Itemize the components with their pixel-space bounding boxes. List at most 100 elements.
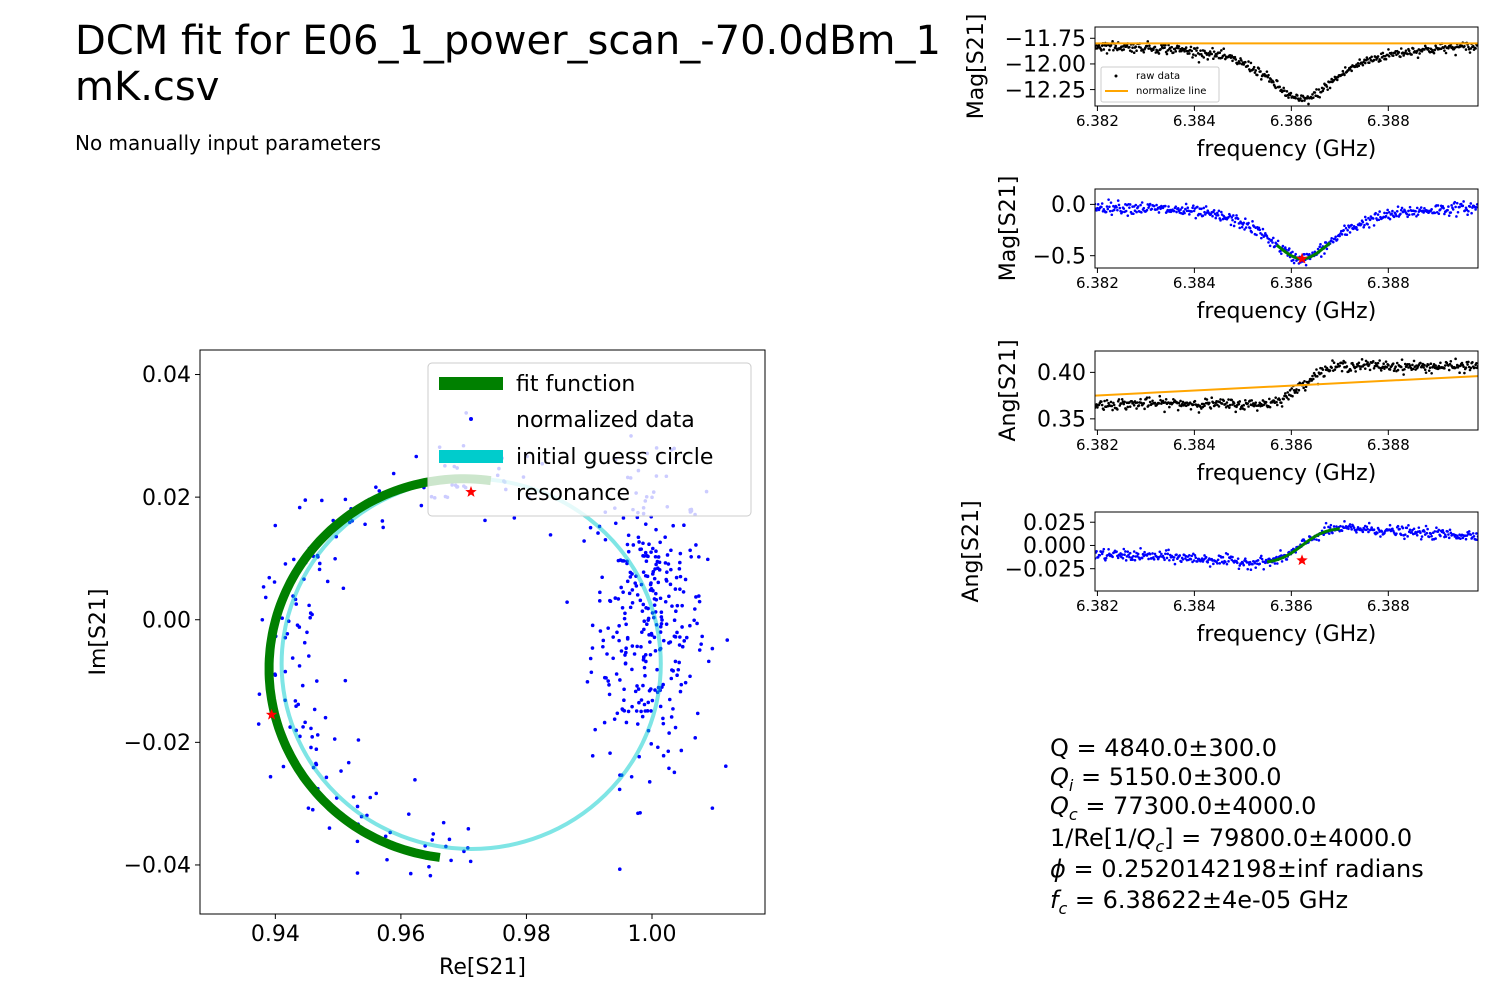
normalized-data-point	[1143, 550, 1146, 554]
raw-data-point	[1295, 388, 1298, 391]
normalized-data-point	[1325, 247, 1329, 251]
normalized-data-point	[644, 659, 648, 664]
raw-data-point	[1297, 388, 1301, 392]
normalized-data-point	[512, 516, 517, 520]
normalized-data-point	[1199, 212, 1202, 216]
x-tick-label: 6.388	[1367, 436, 1410, 454]
normalized-data-point	[658, 704, 663, 709]
normalized-data-point	[346, 760, 351, 765]
raw-data-point	[1458, 371, 1461, 374]
raw-data-point	[1278, 398, 1282, 402]
raw-data-point	[1372, 58, 1376, 62]
normalized-data-point	[327, 826, 332, 830]
raw-data-point	[1159, 47, 1162, 51]
normalized-data-point	[672, 618, 677, 623]
normalized-data-point	[1468, 205, 1472, 208]
raw-data-point	[1254, 401, 1258, 404]
raw-data-point	[1202, 56, 1206, 59]
normalized-data-point	[646, 618, 650, 622]
raw-data-point	[1148, 400, 1152, 404]
normalized-data-point	[654, 591, 658, 596]
normalized-data-point	[1391, 209, 1394, 213]
raw-data-point	[1197, 61, 1201, 64]
normalized-data-point	[290, 656, 295, 660]
normalized-data-point	[622, 687, 626, 692]
raw-data-point	[1349, 65, 1353, 69]
normalized-data-point	[667, 731, 671, 735]
normalized-data-point	[1133, 558, 1137, 562]
normalized-data-point	[324, 775, 329, 780]
raw-data-point	[1103, 399, 1106, 403]
raw-data-point	[1222, 47, 1226, 50]
normalized-data-point	[655, 667, 659, 672]
raw-data-point	[1276, 403, 1279, 407]
y-axis-label: Ang[S21]	[959, 500, 984, 602]
normalized-data-point	[625, 579, 630, 584]
normalized-data-point	[1377, 528, 1381, 531]
normalized-data-point	[1319, 242, 1322, 246]
normalized-data-point	[1276, 562, 1279, 565]
raw-data-point	[1303, 389, 1307, 392]
raw-data-point	[1223, 53, 1226, 57]
normalized-data-point	[1192, 209, 1196, 213]
normalized-data-point	[1132, 550, 1136, 553]
normalized-data-point	[1127, 553, 1130, 557]
normalized-data-point	[1294, 252, 1297, 256]
raw-data-point	[1302, 386, 1305, 390]
normalized-data-point	[1340, 529, 1344, 533]
raw-data-point	[1151, 399, 1154, 403]
normalized-data-point	[659, 621, 664, 626]
raw-data-point	[1181, 400, 1185, 404]
normalized-data-point	[1152, 556, 1155, 559]
normalized-data-point	[1235, 214, 1238, 217]
normalized-data-point	[1307, 252, 1311, 256]
normalized-data-point	[1128, 203, 1132, 206]
raw-data-point	[1397, 50, 1401, 54]
raw-data-point	[1211, 46, 1214, 50]
normalized-data-point	[663, 599, 668, 604]
normalized-data-point	[1366, 527, 1369, 531]
raw-data-point	[1208, 54, 1211, 57]
normalized-data-point	[1242, 563, 1246, 567]
raw-data-point	[1192, 53, 1195, 56]
normalized-data-point	[332, 737, 337, 741]
raw-data-point	[1387, 48, 1390, 51]
raw-data-point	[1396, 368, 1400, 372]
normalized-data-point	[1136, 552, 1140, 556]
raw-data-point	[1105, 52, 1109, 55]
normalized-data-point	[1107, 547, 1110, 551]
raw-data-point	[1464, 366, 1468, 369]
normalized-data-point	[1414, 210, 1417, 213]
normalized-data-point	[1423, 530, 1426, 533]
raw-data-point	[1218, 51, 1222, 55]
raw-data-point	[1307, 380, 1311, 383]
y-tick-label: 0.02	[142, 486, 191, 511]
norm_mag-plot-area	[1095, 198, 1478, 267]
normalized-data-point	[1335, 238, 1339, 241]
raw-data-point	[1390, 51, 1393, 55]
normalized-data-point	[1117, 203, 1121, 207]
normalized-data-point	[1329, 523, 1333, 527]
normalized-data-point	[466, 827, 471, 831]
normalized-data-point	[1415, 214, 1418, 218]
normalized-data-point	[1291, 250, 1294, 254]
raw-data-point	[1303, 379, 1306, 383]
normalized-data-point	[1470, 211, 1473, 215]
normalized-data-point	[725, 638, 730, 642]
raw-data-point	[1124, 408, 1128, 411]
raw-data-point	[1391, 54, 1395, 57]
normalized-data-point	[1160, 552, 1163, 556]
raw-data-point	[1153, 45, 1157, 49]
normalized-data-point	[660, 618, 664, 622]
normalized-data-point	[654, 527, 658, 532]
normalized-data-point	[652, 603, 657, 607]
normalized-data-point	[1108, 209, 1112, 213]
raw-data-point	[1254, 69, 1258, 72]
normalized-data-point	[309, 745, 313, 750]
raw-data-point	[1333, 368, 1337, 371]
raw-data-point	[1184, 46, 1188, 49]
normalized-data-point	[1268, 564, 1272, 568]
normalized-data-point	[1101, 550, 1105, 553]
raw-data-point	[1307, 102, 1310, 106]
